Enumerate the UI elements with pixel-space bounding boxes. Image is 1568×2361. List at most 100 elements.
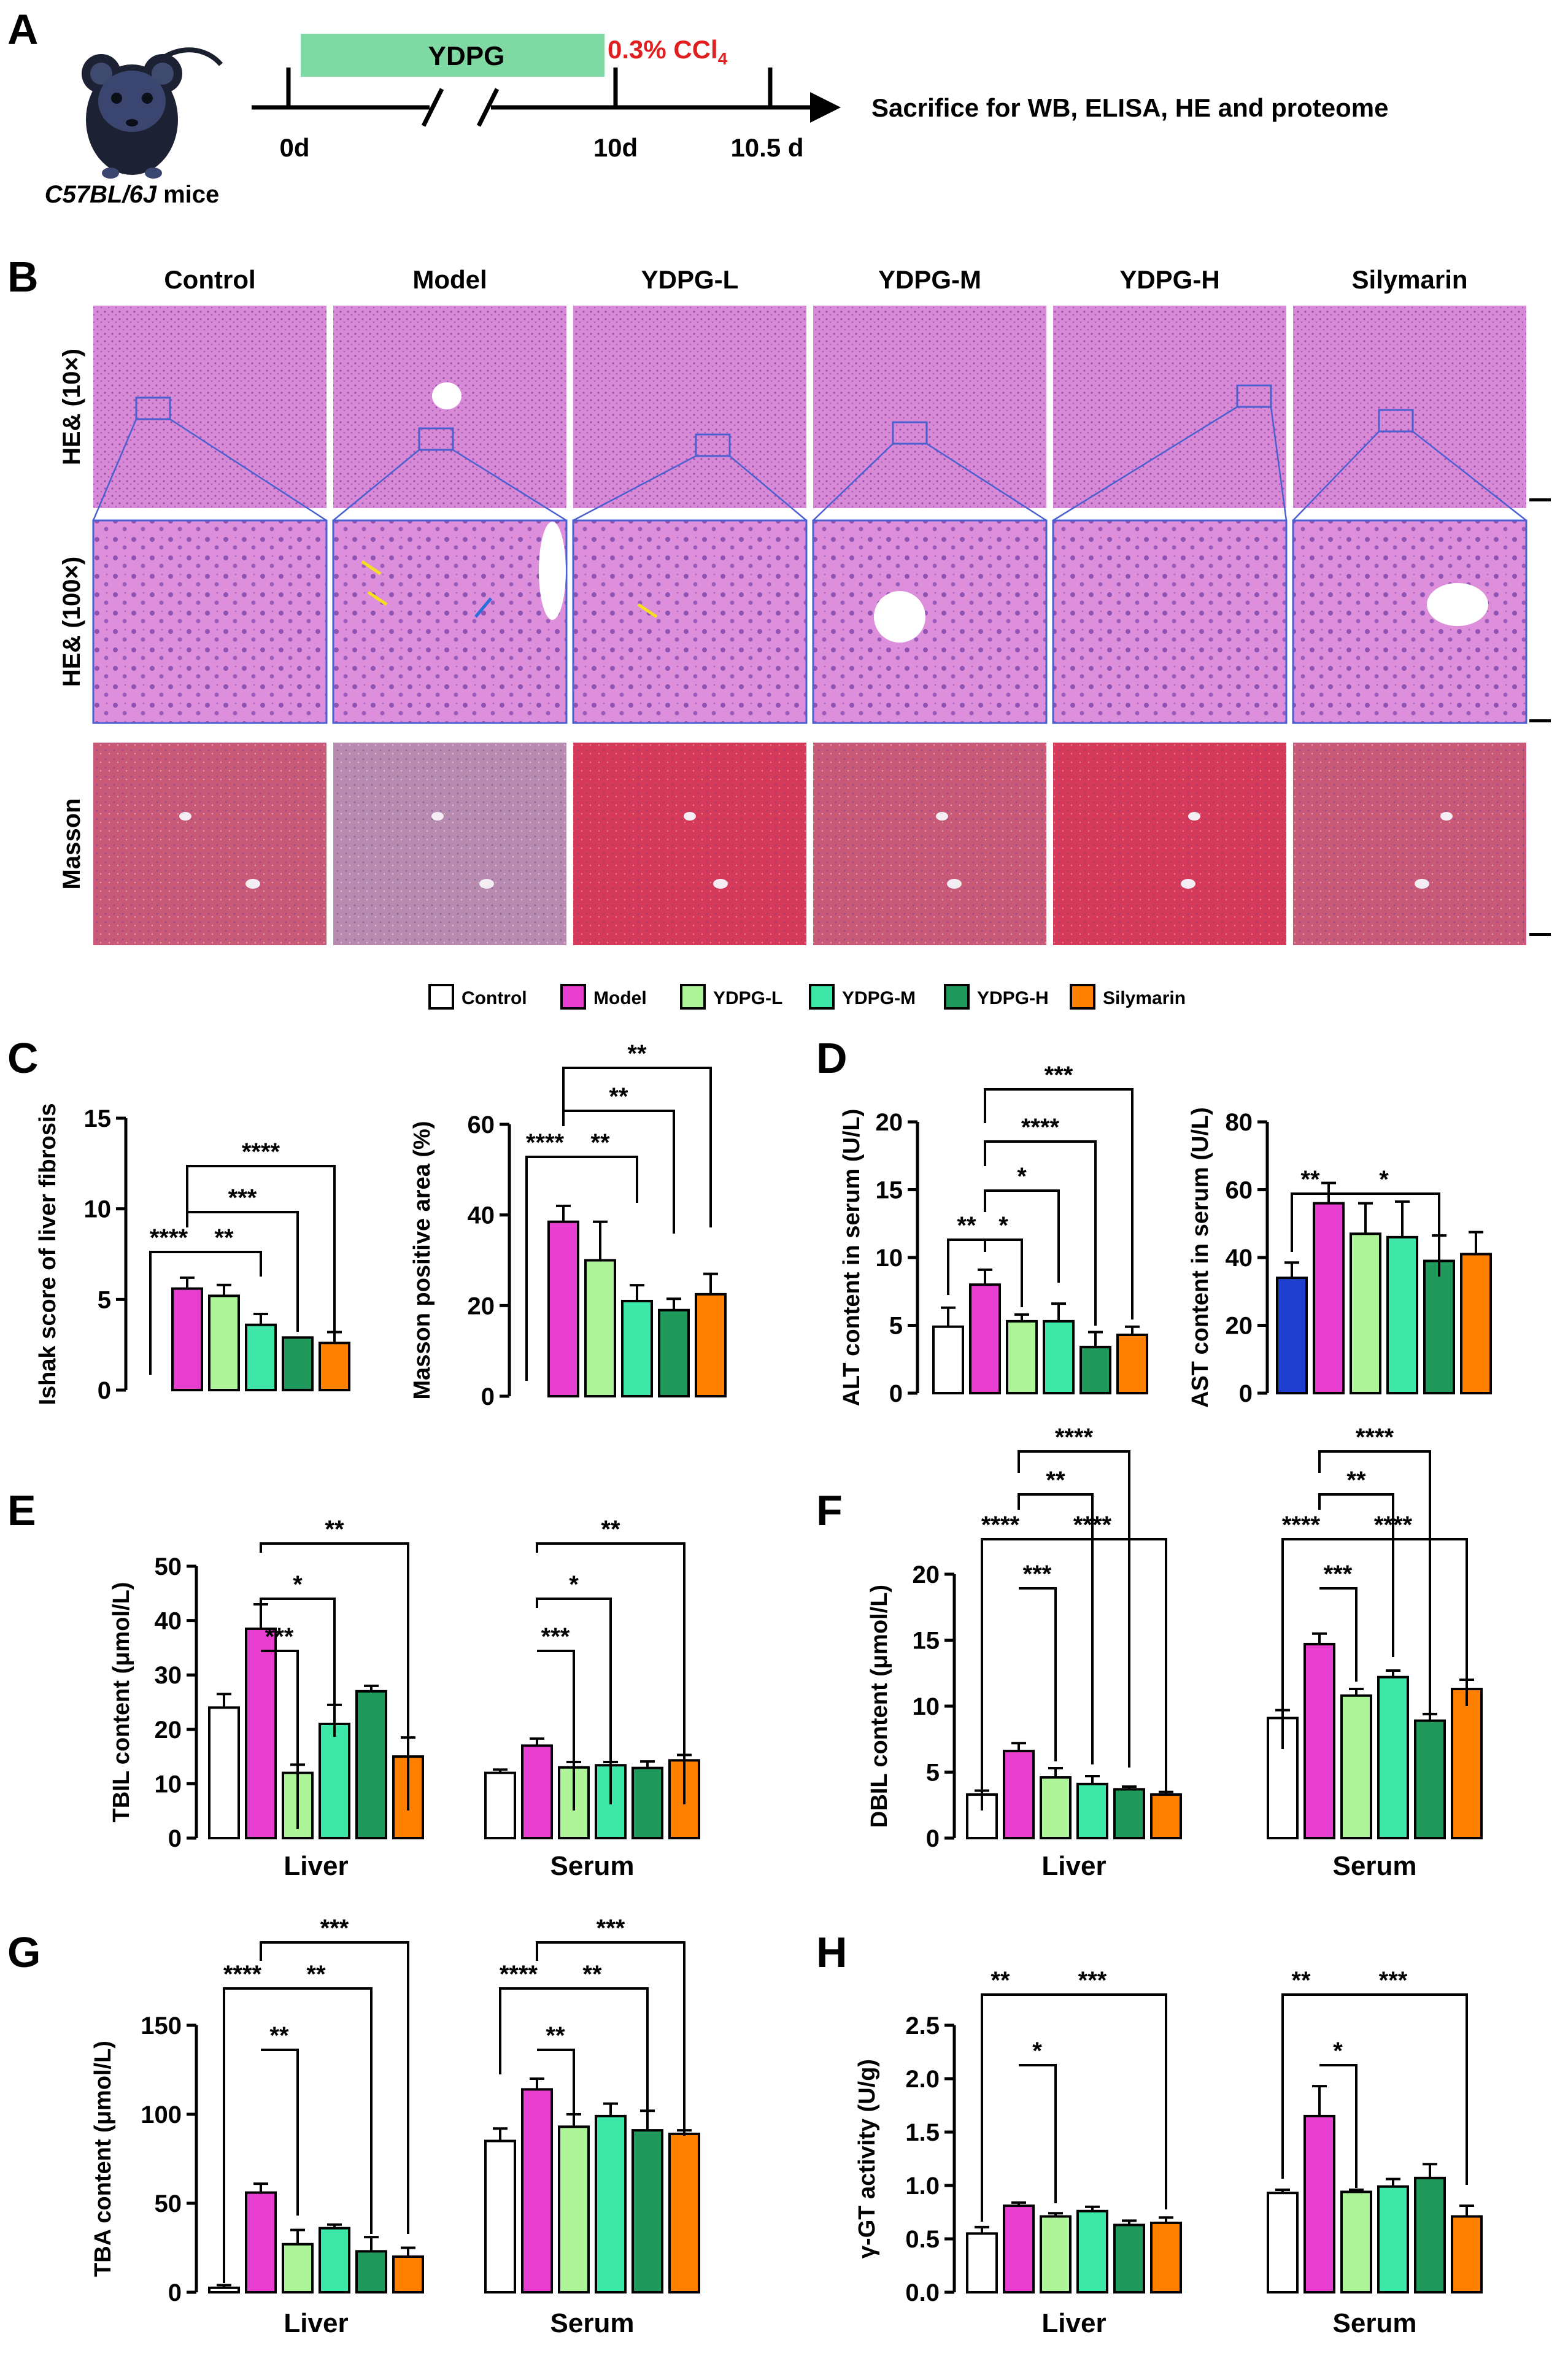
chart-e-g0-sig-bracket-2 (260, 1542, 409, 1810)
chart-h-ytick-label-5: 2.5 (905, 2012, 940, 2039)
chart-h-g0-sig-label-0: ** (991, 1967, 1010, 1994)
chart-d1-sig-bracket-1 (984, 1238, 1023, 1307)
chart-h-g0-bar-1 (1003, 2205, 1035, 2294)
chart-g-ylabel: TBA content (μmol/L) (90, 2041, 116, 2277)
chart-g-ytick-label-0: 0 (168, 2279, 182, 2306)
he-10x-image-5 (1293, 306, 1526, 508)
legend-label-4: YDPG-H (977, 988, 1049, 1008)
chart-f-g0-sig-bracket-1 (1019, 1587, 1057, 1761)
timeline-day-0: 0d (279, 133, 309, 162)
chart-h-g1-sig-bracket-2 (1319, 1993, 1468, 2185)
masson-vessel-0 (179, 812, 191, 821)
chart-g-g1-bar-3 (595, 2114, 627, 2293)
chart-g-category-1: Serum (550, 2308, 635, 2338)
vessel-model (539, 522, 566, 620)
histology-row-1: HE& (100×) (58, 557, 85, 687)
histology-row-2: Masson (58, 798, 85, 890)
legend-swatch-0 (428, 984, 454, 1010)
chart-d1-ytick-label-1: 5 (889, 1313, 903, 1340)
chart-f-g1-bar-3 (1377, 1675, 1409, 1839)
vessel-model-10x (432, 382, 462, 409)
chart-f-g0-bar-1 (1003, 1750, 1035, 1840)
chart-c2-sig-label-0: **** (526, 1129, 565, 1156)
chart-e-g1-bar-4 (631, 1766, 663, 1840)
chart-f-g1-sig-label-3: ** (1346, 1467, 1366, 1494)
chart-e-g1-sig-bracket-1 (536, 1598, 612, 1804)
chart-h-g0-sig-label-2: *** (1078, 1967, 1107, 1994)
chart-f-g0-bar-5 (1150, 1793, 1182, 1840)
chart-g-g1-sig-label-3: *** (597, 1915, 625, 1942)
chart-c1-ytick-label-1: 5 (98, 1286, 111, 1313)
chart-f-g1-sig-bracket-2 (1319, 1538, 1468, 1706)
chart-g-g0-sig-bracket-2 (261, 1987, 373, 2234)
chart-c2-sig-label-2: ** (609, 1083, 628, 1110)
timeline-day-10: 10d (593, 133, 638, 162)
chart-f-ytick-label-4: 20 (913, 1561, 940, 1588)
ydpg-treatment-label: YDPG (428, 41, 505, 71)
panel-label-b: B (7, 253, 39, 301)
legend-label-5: Silymarin (1103, 988, 1186, 1008)
chart-f-g1-sig-bracket-3 (1318, 1493, 1394, 1657)
timeline-endpoint-label: Sacrifice for WB, ELISA, HE and proteome (871, 93, 1388, 122)
chart-f-g1-sig-label-4: **** (1356, 1424, 1394, 1451)
chart-e-ylabel: TBIL content (μmol/L) (109, 1582, 134, 1823)
legend-swatch-3 (809, 984, 835, 1010)
legend-swatch-4 (944, 984, 970, 1010)
chart-c1-ytick-label-0: 0 (98, 1377, 111, 1404)
histology-col-5: Silymarin (1351, 265, 1467, 294)
zoom-line-left-3 (813, 443, 894, 521)
chart-d2-ytick-label-1: 20 (1226, 1313, 1253, 1340)
chart-e-g1-sig-label-0: *** (541, 1623, 570, 1650)
zoom-box-3 (892, 421, 928, 445)
chart-f-g0-sig-label-0: **** (981, 1512, 1020, 1539)
chart-f-g0-sig-bracket-4 (1018, 1450, 1130, 1768)
chart-f-g1-sig-label-1: *** (1324, 1561, 1353, 1588)
timeline-day-10-5: 10.5 d (730, 133, 803, 162)
chart-e-g0-bar-3 (319, 1722, 350, 1839)
zoom-line-left-5 (1292, 431, 1380, 521)
chart-c1-ytick-label-2: 10 (84, 1196, 112, 1223)
chart-e-g0-sig-label-0: *** (265, 1623, 294, 1650)
chart-h-g1-sig-label-0: ** (1291, 1967, 1311, 1994)
masson-vessel-5 (1440, 812, 1453, 821)
chart-c1-ytick-label-3: 15 (84, 1105, 112, 1132)
panel-label-f: F (816, 1486, 843, 1534)
chart-d2-bar-5 (1460, 1253, 1492, 1394)
chart-e-g0-sig-label-2: ** (325, 1516, 344, 1543)
chart-d1-bar-3 (1043, 1320, 1075, 1395)
chart-d2-bar-4 (1423, 1259, 1455, 1394)
panel-label-e: E (7, 1486, 36, 1534)
chart-h-ytick-label-1: 0.5 (905, 2226, 940, 2253)
chart-e-g0-sig-label-1: * (293, 1571, 303, 1598)
chart-e-g1-sig-bracket-2 (536, 1542, 686, 1804)
scale-bar-1 (1529, 719, 1551, 722)
chart-f-g0-bar-4 (1113, 1788, 1145, 1839)
chart-f-g1-sig-bracket-0 (1281, 1538, 1319, 1749)
chart-d1-bar-4 (1079, 1345, 1111, 1395)
he-10x-image-0 (93, 306, 326, 508)
zoom-line-right-2 (729, 455, 807, 521)
chart-d1-sig-label-1: * (998, 1212, 1008, 1239)
vessel-ydpgm (874, 591, 925, 643)
chart-c2-ytick-label-0: 0 (481, 1383, 495, 1410)
chart-e-ytick-label-3: 30 (155, 1662, 182, 1689)
legend-label-1: Model (593, 988, 647, 1008)
chart-e-g1-sig-label-1: * (569, 1571, 579, 1598)
chart-g-ytick-label-1: 50 (155, 2190, 182, 2217)
chart-h-ytick-label-0: 0.0 (905, 2279, 940, 2306)
chart-g-g1-sig-bracket-0 (499, 1987, 537, 2074)
chart-g-g0-sig-label-0: **** (223, 1961, 262, 1988)
legend-swatch-5 (1070, 984, 1095, 1010)
chart-c1-sig-bracket-2 (186, 1211, 299, 1332)
chart-h-ytick-label-4: 2.0 (905, 2066, 940, 2093)
chart-f-g0-bar-2 (1040, 1776, 1072, 1840)
chart-h-g0-sig-bracket-1 (1019, 2064, 1057, 2203)
yellow-arrow-0 (361, 560, 382, 576)
chart-f-g1-bar-4 (1414, 1719, 1446, 1839)
chart-c1-ylabel: Ishak score of liver fibrosis (35, 1103, 61, 1405)
zoom-box-5 (1378, 409, 1414, 433)
chart-g-g1-bar-2 (558, 2125, 590, 2294)
zoom-line-left-4 (1052, 406, 1238, 522)
